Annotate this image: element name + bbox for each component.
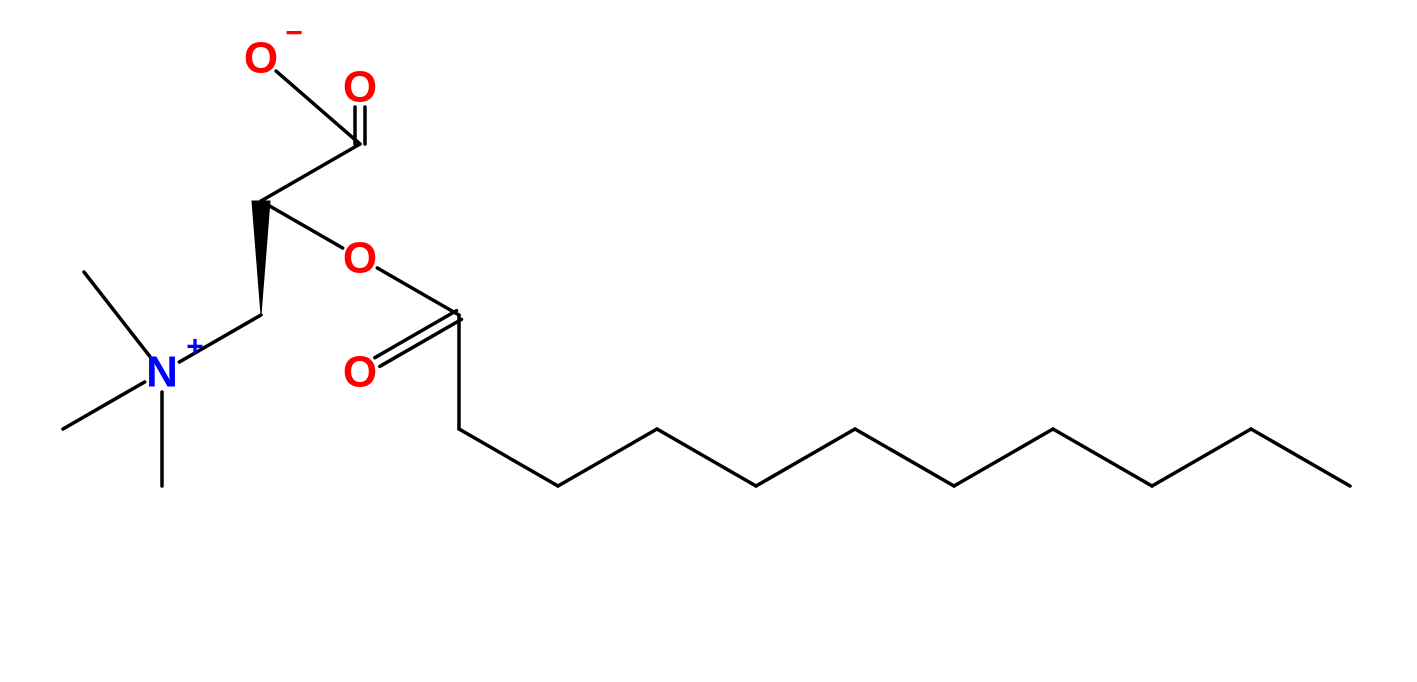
atom-label-n: N: [146, 348, 178, 397]
bonds-group: [63, 71, 1350, 486]
atom-label-o: O: [343, 63, 377, 112]
bond-single: [558, 429, 657, 486]
bond-single: [1053, 429, 1152, 486]
bond-single: [855, 429, 954, 486]
bond-single: [657, 429, 756, 486]
atom-label-o: O: [244, 34, 278, 83]
bond-single: [261, 144, 360, 201]
atom-label-o: O: [343, 234, 377, 283]
bond-single: [261, 201, 343, 248]
atom-charge: −: [285, 17, 303, 50]
bond-single: [63, 382, 145, 429]
bond-wedge: [252, 201, 270, 315]
bond-single: [1152, 429, 1251, 486]
chemical-structure: N+O−OOO: [0, 0, 1417, 682]
atom-charge: +: [186, 331, 204, 364]
bond-single: [84, 272, 150, 356]
bond-single: [756, 429, 855, 486]
bond-single: [459, 429, 558, 486]
bond-double: [375, 311, 457, 358]
bond-single: [377, 268, 459, 315]
bond-single: [1251, 429, 1350, 486]
bond-double: [380, 319, 462, 366]
atom-label-o: O: [343, 348, 377, 397]
bond-single: [954, 429, 1053, 486]
